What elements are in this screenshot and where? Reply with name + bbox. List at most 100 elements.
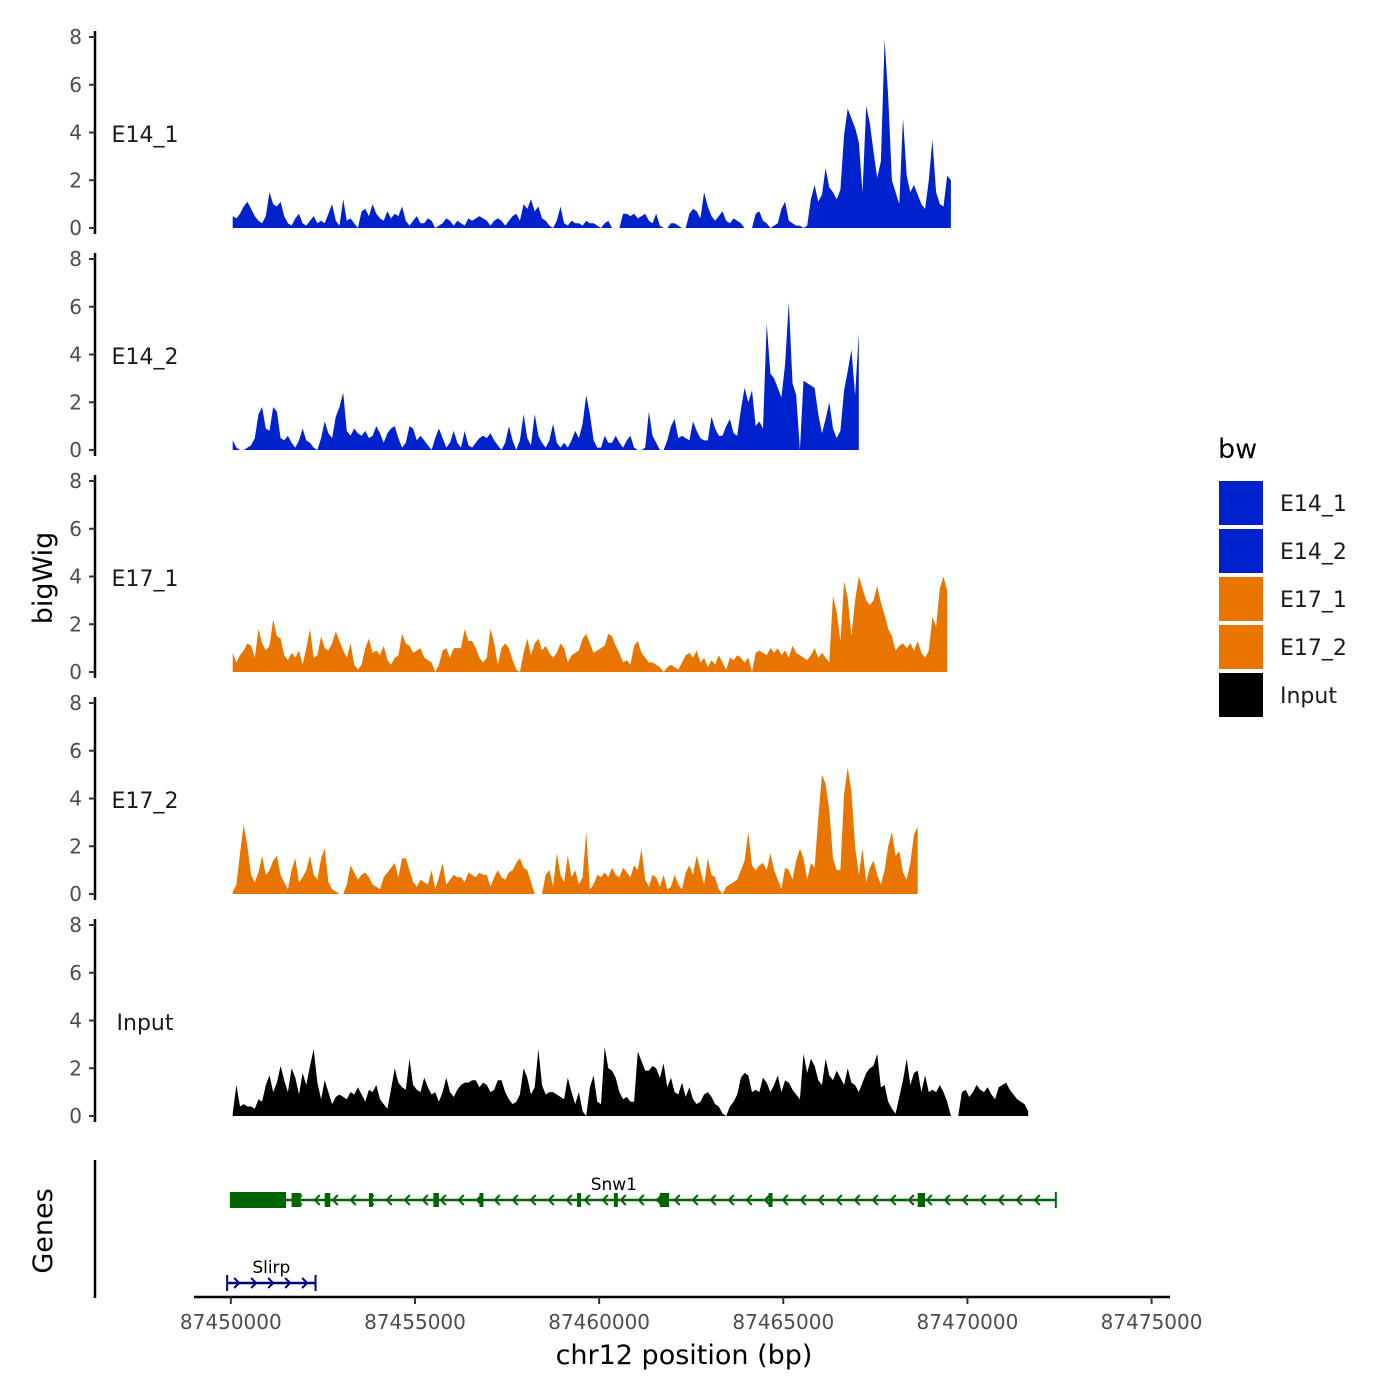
strand-chevron <box>583 1194 591 1206</box>
strand-chevron <box>907 1194 915 1206</box>
exon <box>433 1193 439 1207</box>
legend-swatch-e14-2 <box>1217 527 1265 575</box>
gene-slirp: Slirp <box>226 1258 317 1291</box>
gene-label-slirp: Slirp <box>252 1258 290 1278</box>
legend-label-e14-2: E14_2 <box>1280 540 1347 565</box>
strand-chevron <box>457 1194 465 1206</box>
exon <box>577 1193 582 1207</box>
x-tick-label: 87455000 <box>364 1310 466 1334</box>
track-e17-2: 0 2 4 6 8 E17_2 <box>69 691 918 906</box>
gene-label-snw1: Snw1 <box>591 1175 637 1195</box>
strand-chevron <box>493 1194 501 1206</box>
strand-chevron <box>943 1194 951 1206</box>
strand-chevron <box>385 1194 393 1206</box>
strand-chevron <box>637 1194 645 1206</box>
exon <box>230 1192 287 1208</box>
legend-label-e17-1: E17_1 <box>1280 588 1347 613</box>
y-tick-label: 4 <box>69 343 82 367</box>
strand-chevron <box>835 1194 843 1206</box>
signal-tracks: 0 2 4 6 8 E14_1 0 2 4 6 8 E14_2 0 2 4 6 8 E17_1 0 2 4 6 8 E17_2… <box>69 25 1029 1128</box>
track-e17-1: 0 2 4 6 8 E17_1 <box>69 469 948 684</box>
y-tick-label: 4 <box>69 565 82 589</box>
strand-chevron <box>727 1194 735 1206</box>
strand-chevron <box>853 1194 861 1206</box>
strand-chevron <box>979 1194 987 1206</box>
strand-chevron <box>709 1194 717 1206</box>
strand-chevron <box>331 1194 339 1206</box>
y-tick-label: 8 <box>69 913 82 937</box>
strand-chevron <box>799 1194 807 1206</box>
y-tick-label: 2 <box>69 612 82 636</box>
strand-chevron <box>565 1194 573 1206</box>
strand-chevron <box>1015 1194 1023 1206</box>
exon <box>291 1193 301 1207</box>
strand-chevron <box>745 1194 753 1206</box>
exon <box>917 1193 926 1207</box>
y-tick-label: 6 <box>69 961 82 985</box>
x-tick-label: 87470000 <box>917 1310 1019 1334</box>
legend-swatch-e17-1 <box>1217 575 1265 623</box>
exon <box>479 1193 484 1207</box>
track-input: 0 2 4 6 8 Input <box>69 913 1029 1128</box>
signal-area-input <box>232 1046 1029 1116</box>
legend-swatch-input <box>1217 671 1265 719</box>
y-tick-label: 6 <box>69 295 82 319</box>
y-tick-label: 8 <box>69 469 82 493</box>
y-tick-label: 2 <box>69 1056 82 1080</box>
strand-chevron <box>511 1194 519 1206</box>
gene-snw1: Snw1 <box>229 1175 1057 1208</box>
strand-chevron <box>619 1194 627 1206</box>
strand-chevron <box>547 1194 555 1206</box>
strand-chevron <box>267 1277 275 1289</box>
strand-chevron <box>233 1277 241 1289</box>
exon <box>368 1193 373 1207</box>
x-axis-title: chr12 position (bp) <box>556 1340 813 1371</box>
x-axis: 87450000 87455000 87460000 87465000 87470000… <box>180 1295 1203 1334</box>
strand-chevron <box>925 1194 933 1206</box>
strand-chevron <box>781 1194 789 1206</box>
track-label: Input <box>117 1011 174 1036</box>
y-tick-label: 8 <box>69 247 82 271</box>
strand-chevron <box>250 1277 258 1289</box>
track-label: E14_2 <box>112 345 179 370</box>
y-tick-label: 6 <box>69 73 82 97</box>
y-tick-label: 0 <box>69 438 82 462</box>
strand-chevron <box>691 1194 699 1206</box>
exon <box>768 1193 773 1207</box>
strand-chevron <box>997 1194 1005 1206</box>
y-tick-label: 2 <box>69 390 82 414</box>
track-label: E17_1 <box>112 567 179 592</box>
signal-area-e17-1 <box>232 576 948 672</box>
track-label: E14_1 <box>112 123 179 148</box>
strand-chevron <box>961 1194 969 1206</box>
y-axis-title: bigWig <box>28 532 59 625</box>
y-tick-label: 0 <box>69 882 82 906</box>
strand-chevron <box>529 1194 537 1206</box>
x-tick-label: 87475000 <box>1101 1310 1203 1334</box>
signal-area-e14-1 <box>232 39 951 229</box>
strand-chevron <box>403 1194 411 1206</box>
strand-chevron <box>349 1194 357 1206</box>
y-tick-label: 4 <box>69 1009 82 1033</box>
track-e14-1: 0 2 4 6 8 E14_1 <box>69 25 951 240</box>
track-label: E17_2 <box>112 789 179 814</box>
signal-area-e17-2 <box>232 767 918 894</box>
strand-chevron <box>1033 1194 1041 1206</box>
strand-chevron <box>763 1194 771 1206</box>
y-tick-label: 0 <box>69 216 82 240</box>
y-tick-label: 2 <box>69 834 82 858</box>
gene-track: Snw1 Slirp <box>93 1160 1057 1298</box>
strand-chevron <box>301 1277 309 1289</box>
x-tick-label: 87465000 <box>732 1310 834 1334</box>
y-tick-label: 6 <box>69 739 82 763</box>
legend-swatch-e17-2 <box>1217 623 1265 671</box>
strand-chevron <box>601 1194 609 1206</box>
legend-label-input: Input <box>1280 684 1337 709</box>
strand-chevron <box>871 1194 879 1206</box>
strand-chevron <box>439 1194 447 1206</box>
legend-title: bw <box>1218 434 1257 465</box>
x-tick-label: 87450000 <box>180 1310 282 1334</box>
exon <box>324 1193 331 1207</box>
strand-chevron <box>673 1194 681 1206</box>
